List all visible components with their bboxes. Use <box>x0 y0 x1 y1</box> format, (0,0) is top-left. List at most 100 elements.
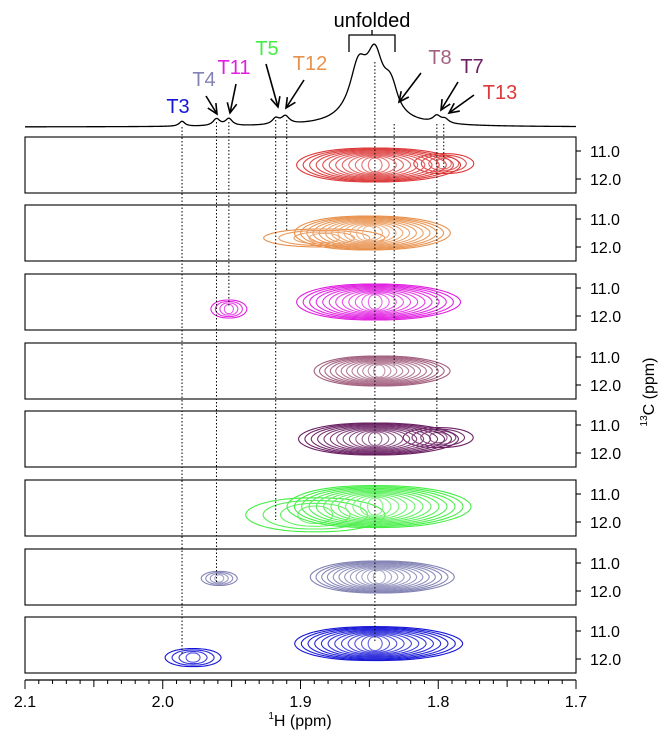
peak-arrow-t5 <box>265 63 279 108</box>
panel-t7-main-contour <box>367 431 383 447</box>
panel-t5: 11.0 12.0 <box>24 479 621 537</box>
peak-label-t7: T7 <box>460 56 483 78</box>
peak-arrow-t4 <box>205 95 218 115</box>
y-axis-label-text: C (ppm) <box>641 358 658 416</box>
panel-t13-main-contour <box>322 151 433 179</box>
panel-t13-frame <box>24 136 577 194</box>
panel-t3-main-contour <box>360 635 391 652</box>
panel-t12-main-contour <box>337 221 404 245</box>
x-tick-label: 1.8 <box>427 694 449 711</box>
panel-t8-main-contour <box>324 357 439 385</box>
panel-t3-main-contour <box>300 626 456 661</box>
panel-t3-main-contour <box>314 628 442 659</box>
peak-arrowhead-t7 <box>440 99 451 112</box>
panel-t11-main-contour <box>354 292 397 312</box>
panel-t3-main-contour <box>294 626 464 662</box>
panel-t5-main-contour <box>330 491 424 522</box>
panel-t12-main-contour <box>312 218 431 248</box>
panel-t8-main-contour <box>362 362 398 380</box>
panel-t4-frame <box>24 548 577 606</box>
panel-t5-main-contour <box>308 488 448 525</box>
panel-t11-minor-contour <box>223 303 234 315</box>
panel-t5-main-contour <box>301 487 456 526</box>
panel-t5-minor-contour <box>245 497 386 533</box>
panel-t7-minor-contour <box>402 427 474 449</box>
panel-t12: 11.0 12.0 <box>24 204 621 262</box>
panel-t3-main-contour <box>327 630 427 657</box>
panel-t4-minor-contour <box>200 570 238 586</box>
peak-arrow-t13 <box>448 94 475 114</box>
panel-t3-minor-contour <box>178 650 208 665</box>
panel-t5-ytick-label: 12.0 <box>590 515 621 532</box>
peak-arrowhead-t4 <box>207 103 218 116</box>
peak-label-t4: T4 <box>192 69 215 91</box>
x-tick-label: 2.0 <box>152 694 174 711</box>
peak-arrowhead-t13 <box>447 102 460 115</box>
panel-t5-main-contour <box>323 490 432 523</box>
panel-t4-minor-contour <box>205 571 234 585</box>
peak-arrowhead-t11 <box>226 102 238 115</box>
panel-t5-main-contour <box>367 497 384 516</box>
panel-t4-ytick-label: 12.0 <box>590 584 621 601</box>
panel-t12-main-contour <box>343 222 397 244</box>
panel-t13-ytick-label: 12.0 <box>590 172 621 189</box>
panel-t13: 11.0 12.0 <box>24 136 621 194</box>
panel-t12-main-contour <box>293 215 451 251</box>
panel-t7-main-contour <box>355 430 397 448</box>
panel-t3-main-contour <box>307 627 449 660</box>
unfolded-label: unfolded <box>334 10 411 32</box>
panel-t11-ytick-label: 11.0 <box>590 281 620 298</box>
spectrum-line <box>25 43 577 128</box>
1d-spectrum <box>25 43 577 128</box>
peak-arrowhead-t12 <box>285 97 296 110</box>
panel-t3-ytick-label: 12.0 <box>590 652 621 669</box>
panel-t4-main-contour <box>355 567 405 587</box>
panel-t8-main-contour <box>340 359 422 383</box>
panel-t3-frame <box>24 616 577 674</box>
panel-t3-minor-contour <box>171 649 215 666</box>
panel-t5-frame <box>24 479 577 537</box>
panel-t11-minor-contour <box>210 299 248 319</box>
y-axis-label: 13C (ppm) <box>639 358 658 427</box>
panel-t11-main-contour <box>367 294 383 310</box>
x-axis-label-text: H (ppm) <box>274 713 332 730</box>
panel-t7-main-contour <box>342 428 411 450</box>
panel-t3: 11.0 12.0 <box>24 616 621 674</box>
panel-t3-minor-contour <box>164 648 222 668</box>
panel-t5-main-contour <box>315 489 440 524</box>
panel-t8: 11.0 12.0 <box>24 342 621 400</box>
panel-t13-main-contour <box>315 150 440 180</box>
peak-arrowhead-t8 <box>397 91 410 104</box>
panel-t7: 11.0 12.0 <box>24 410 621 468</box>
panel-t12-main-contour <box>362 225 377 241</box>
panel-t12-main-contour <box>331 220 411 246</box>
panel-t11-main-contour <box>302 284 454 320</box>
panel-t11-main-contour <box>322 287 433 317</box>
panel-t11-main-contour <box>348 291 404 313</box>
panel-t4: 11.0 12.0 <box>24 548 621 606</box>
panel-t12-main-contour <box>349 223 390 243</box>
panel-t8-main-contour <box>351 361 410 381</box>
panel-t13-ytick-label: 11.0 <box>590 144 620 161</box>
panel-t5-main-contour <box>337 493 416 521</box>
panel-t7-main-contour <box>310 424 446 454</box>
panel-t13-main-contour <box>348 154 404 176</box>
panel-t11-main-contour <box>315 286 440 318</box>
panel-t4-minor-contour <box>214 574 225 583</box>
unfolded-bracket <box>348 34 396 52</box>
panel-t8-main-contour <box>318 356 445 386</box>
panel-t5-main-contour <box>345 494 408 520</box>
panel-t12-main-contour <box>306 217 438 249</box>
panel-t13-main-contour <box>354 155 397 175</box>
panel-t13-minor-contour <box>413 153 475 175</box>
panel-t4-minor-contour <box>209 573 229 584</box>
panel-t11-ytick-label: 12.0 <box>590 309 621 326</box>
panel-t8-frame <box>24 342 577 400</box>
peak-label-t8: T8 <box>428 47 451 69</box>
panel-t8-ytick-label: 12.0 <box>590 378 621 395</box>
panel-t5-main-contour <box>359 496 392 517</box>
panel-t8-main-contour <box>329 357 433 385</box>
panel-t12-ytick-label: 11.0 <box>590 212 620 229</box>
x-axis: 2.1 2.0 1.9 1.8 1.7 <box>14 679 587 711</box>
